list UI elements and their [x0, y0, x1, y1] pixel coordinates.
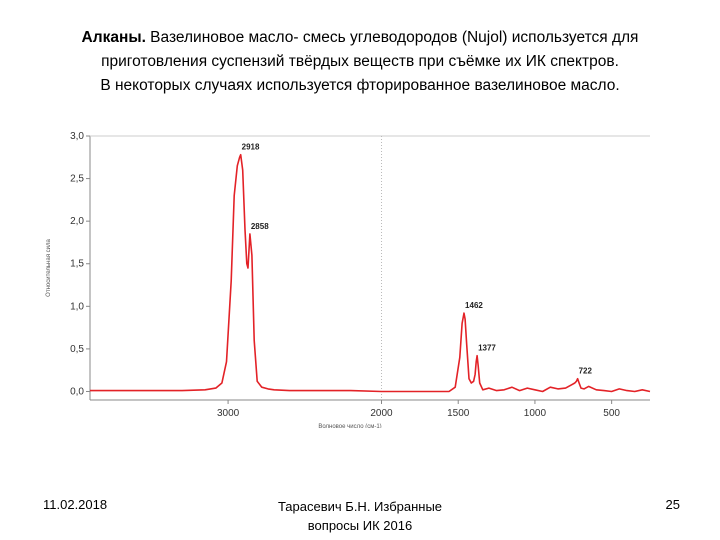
slide-title-line-1: Алканы. Вазелиновое масло- смесь углевод…: [20, 26, 700, 50]
page-number: 25: [665, 497, 680, 512]
slide-title-rest: Вазелиновое масло- смесь углеводородов (…: [145, 29, 639, 46]
slide-title-line-2: приготовления суспензий твёрдых веществ …: [101, 53, 619, 70]
ir-spectrum-chart: 0,0 0,5 1,0 1,5 2,0 2,5 3,0 3000 2000 1500 1000 500…: [30, 128, 660, 430]
y-tick-label: 3,0: [70, 131, 84, 142]
x-tick-label: 1000: [524, 408, 547, 419]
slide-title-bold: Алканы.: [81, 29, 146, 46]
y-tick-label: 1,5: [70, 259, 84, 270]
x-tick-label: 500: [603, 408, 620, 419]
x-tick-label: 2000: [370, 408, 393, 419]
y-tick-label: 0,0: [70, 386, 84, 397]
peak-label: 722: [579, 367, 593, 376]
x-tick-label: 1500: [447, 408, 470, 419]
y-tick-label: 2,0: [70, 216, 84, 227]
slide-title-line-3: В некоторых случаях используется фториро…: [100, 77, 620, 94]
x-tick-label: 3000: [217, 408, 240, 419]
peak-label: 1377: [478, 344, 496, 353]
slide-title: Алканы. Вазелиновое масло- смесь углевод…: [20, 26, 700, 98]
y-tick-label: 1,0: [70, 301, 84, 312]
y-axis-label: Относительная сила: [46, 239, 52, 297]
footer-author: Тарасевич Б.Н. Избранные вопросы ИК 2016: [250, 497, 470, 535]
x-axis-label: Волновое число (см-1): [318, 424, 381, 428]
footer-date: 11.02.2018: [43, 497, 108, 512]
peak-label: 2858: [251, 222, 269, 231]
y-tick-label: 0,5: [70, 344, 84, 355]
footer-author-line-1: Тарасевич Б.Н. Избранные: [277, 499, 443, 514]
peak-label: 1462: [465, 301, 483, 310]
chart-svg: 0,0 0,5 1,0 1,5 2,0 2,5 3,0 3000 2000 1500 1000 500…: [46, 131, 651, 430]
footer-author-line-2: вопросы ИК 2016: [307, 518, 413, 533]
spectrum-series-line: [90, 153, 651, 393]
peak-label: 2918: [242, 143, 260, 152]
y-tick-label: 2,5: [70, 174, 84, 185]
